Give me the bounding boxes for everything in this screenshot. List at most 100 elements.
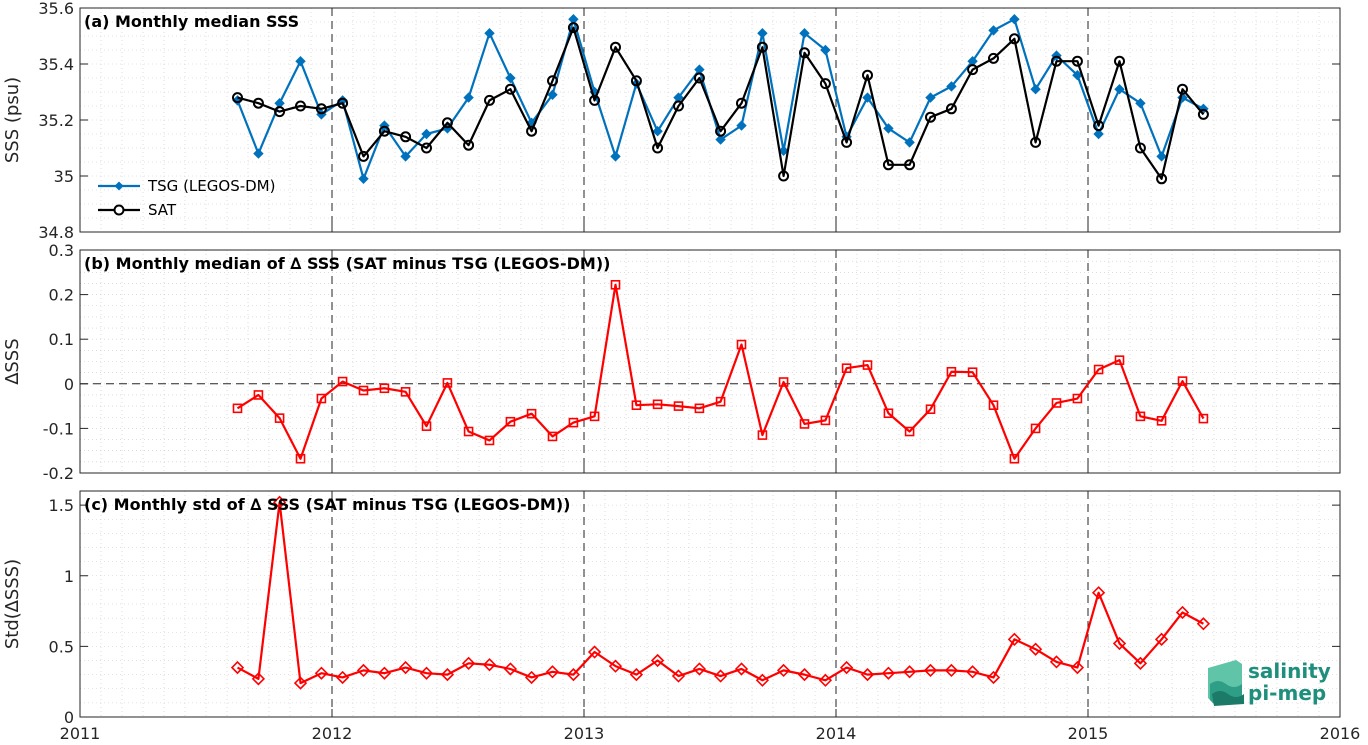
data-point (335, 670, 350, 685)
data-point (652, 142, 664, 154)
y-axis-label: SSS (psu) (2, 77, 23, 163)
y-axis-label: Std(∆SSS) (2, 559, 23, 649)
data-point (692, 662, 707, 676)
panel-a-monthly-median-sss: 34.8 35 35.2 35.4 35.6 SSS (psu) (a) Monthly m… (2, 0, 1341, 242)
x-tick-label: 2016 (1320, 724, 1361, 743)
data-point (904, 426, 915, 437)
data-point (862, 69, 873, 81)
data-point (923, 663, 938, 678)
data-point (377, 666, 392, 680)
data-point (1135, 411, 1146, 422)
data-point (736, 120, 747, 131)
data-point (631, 400, 642, 411)
data-point (881, 666, 896, 680)
data-point (400, 131, 412, 143)
data-point (442, 378, 453, 388)
grid (80, 491, 1340, 717)
data-point (1133, 656, 1148, 670)
data-point (1093, 128, 1104, 140)
data-point (589, 411, 600, 422)
data-point (860, 667, 875, 682)
data-point (568, 417, 579, 428)
data-point (862, 360, 873, 370)
data-point (589, 94, 601, 106)
data-point (253, 390, 264, 400)
data-point (547, 75, 558, 87)
data-point (756, 41, 768, 53)
data-point (925, 92, 936, 103)
data-point (1049, 655, 1064, 669)
x-tick-label: 2015 (1068, 724, 1109, 743)
data-point (566, 667, 581, 682)
wave-logo-icon (1208, 660, 1244, 706)
data-point (799, 47, 810, 59)
data-point (1197, 108, 1209, 120)
data-point (1008, 33, 1020, 45)
data-point (295, 100, 306, 112)
x-tick-label: 2011 (60, 724, 101, 743)
data-point (1198, 413, 1209, 424)
y-tick-label: 0.2 (49, 286, 74, 305)
data-point (1051, 55, 1062, 67)
data-point (1051, 398, 1062, 408)
data-point (778, 145, 789, 157)
data-point (504, 83, 516, 95)
data-point (253, 148, 264, 159)
data-point (524, 670, 539, 685)
panel-b-monthly-median-delta-sss: -0.2 -0.1 0 0.1 0.2 0.3 ∆SSS (b) Monthly median… (2, 241, 1341, 483)
data-point (421, 142, 432, 154)
data-point (1156, 151, 1167, 162)
data-point (316, 393, 327, 404)
data-point (358, 385, 369, 396)
data-point (904, 159, 916, 171)
data-point (1070, 660, 1085, 675)
data-point (946, 81, 957, 92)
x-tick-label: 2013 (564, 724, 605, 743)
series-delta-c (230, 495, 1211, 690)
y-tick-label: 1.5 (49, 496, 74, 515)
data-point (1091, 586, 1106, 600)
data-point (882, 159, 894, 171)
series-line (236, 501, 1204, 685)
legend-label: TSG (LEGOS-DM) (147, 177, 275, 195)
data-point (1009, 13, 1020, 25)
data-point (902, 665, 917, 679)
data-point (925, 111, 936, 123)
data-point (232, 403, 243, 414)
data-point (778, 170, 790, 182)
data-point (358, 150, 369, 162)
data-point (274, 106, 286, 118)
data-point (461, 656, 476, 670)
data-point (797, 667, 812, 682)
data-point (799, 27, 810, 39)
data-point (841, 363, 852, 373)
data-point (337, 97, 349, 109)
y-tick-label: 34.8 (38, 223, 74, 242)
data-point (1156, 416, 1167, 426)
data-point (251, 672, 266, 686)
x-tick-label: 2012 (312, 724, 353, 743)
data-point (1071, 55, 1083, 67)
data-point (610, 279, 621, 290)
data-point (904, 137, 915, 148)
data-point (398, 660, 413, 675)
data-point (526, 125, 538, 137)
data-point (757, 430, 768, 440)
data-point (839, 660, 854, 675)
data-point (715, 125, 727, 137)
series-sat (232, 22, 1209, 185)
data-point (1093, 120, 1105, 132)
data-point (526, 408, 537, 419)
data-point (630, 75, 642, 87)
data-point (778, 377, 789, 387)
data-point (1135, 97, 1146, 109)
data-point (484, 435, 495, 446)
data-point (1114, 55, 1125, 67)
data-point (358, 173, 369, 185)
data-point (799, 419, 810, 429)
data-point (883, 123, 894, 134)
legend-marker (113, 204, 125, 216)
data-point (274, 413, 285, 423)
data-point (1196, 617, 1211, 631)
